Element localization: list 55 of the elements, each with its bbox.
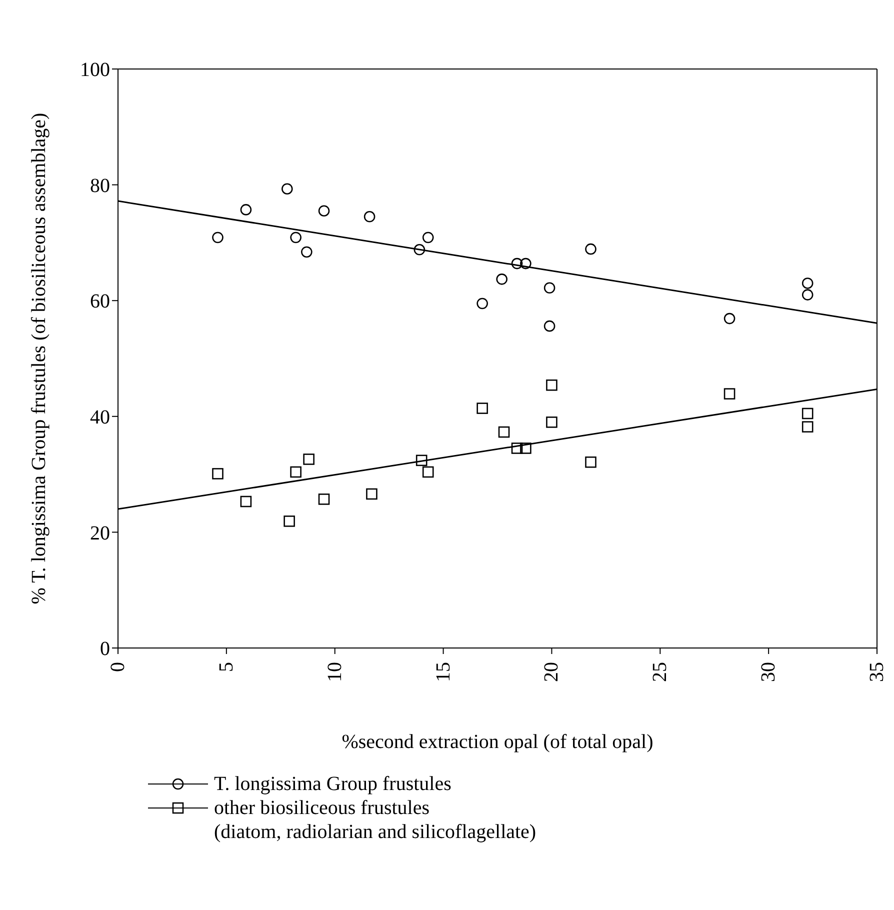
point <box>364 210 376 222</box>
legend-label: other biosiliceous frustules (diatom, radiolarian and silicoflagellate) <box>214 796 536 844</box>
point <box>496 274 508 285</box>
point <box>520 258 532 270</box>
x-tick-label: 35 <box>866 662 888 682</box>
point <box>724 388 736 400</box>
y-tick-label: 20 <box>90 522 110 544</box>
y-tick-label: 80 <box>90 174 110 197</box>
point <box>416 454 428 466</box>
x-tick-label: 0 <box>107 662 129 672</box>
x-tick-label: 20 <box>540 662 563 682</box>
point <box>546 416 558 428</box>
point <box>212 468 224 480</box>
point <box>511 442 523 454</box>
x-tick-label: 30 <box>758 662 780 682</box>
point <box>366 488 378 500</box>
point <box>290 466 302 478</box>
x-tick-label: 10 <box>324 662 346 682</box>
point <box>802 421 814 432</box>
point <box>544 282 556 294</box>
point <box>290 232 302 244</box>
point <box>802 408 814 420</box>
point <box>511 258 523 270</box>
point <box>414 244 426 256</box>
point <box>301 246 312 258</box>
x-tick-label: 15 <box>432 662 454 682</box>
point <box>498 426 510 438</box>
point <box>303 454 314 465</box>
point <box>422 232 434 244</box>
legend-label: T. longissima Group frustules <box>214 772 452 796</box>
point <box>802 289 814 300</box>
point <box>476 402 488 414</box>
point <box>585 456 596 468</box>
x-tick-label: 25 <box>649 662 672 682</box>
y-tick-label: 60 <box>90 290 110 313</box>
x-tick-label: 5 <box>215 662 238 672</box>
point <box>585 243 596 255</box>
y-tick-label: 100 <box>80 59 110 82</box>
point <box>544 320 556 332</box>
point <box>724 312 736 324</box>
point <box>546 379 558 391</box>
point <box>520 442 532 454</box>
point <box>476 298 488 310</box>
point <box>802 278 814 289</box>
x-axis-title: %second extraction opal (of total opal) <box>342 731 654 753</box>
point <box>318 205 330 217</box>
point <box>212 232 224 244</box>
point <box>284 516 295 527</box>
point <box>318 494 330 505</box>
point <box>240 204 252 216</box>
y-axis-title: % T. longissima Group frustules (of biosiliceous assemblage) <box>28 112 50 604</box>
point <box>422 466 434 478</box>
y-tick-label: 40 <box>90 406 110 428</box>
point <box>240 496 252 508</box>
point <box>282 183 293 195</box>
